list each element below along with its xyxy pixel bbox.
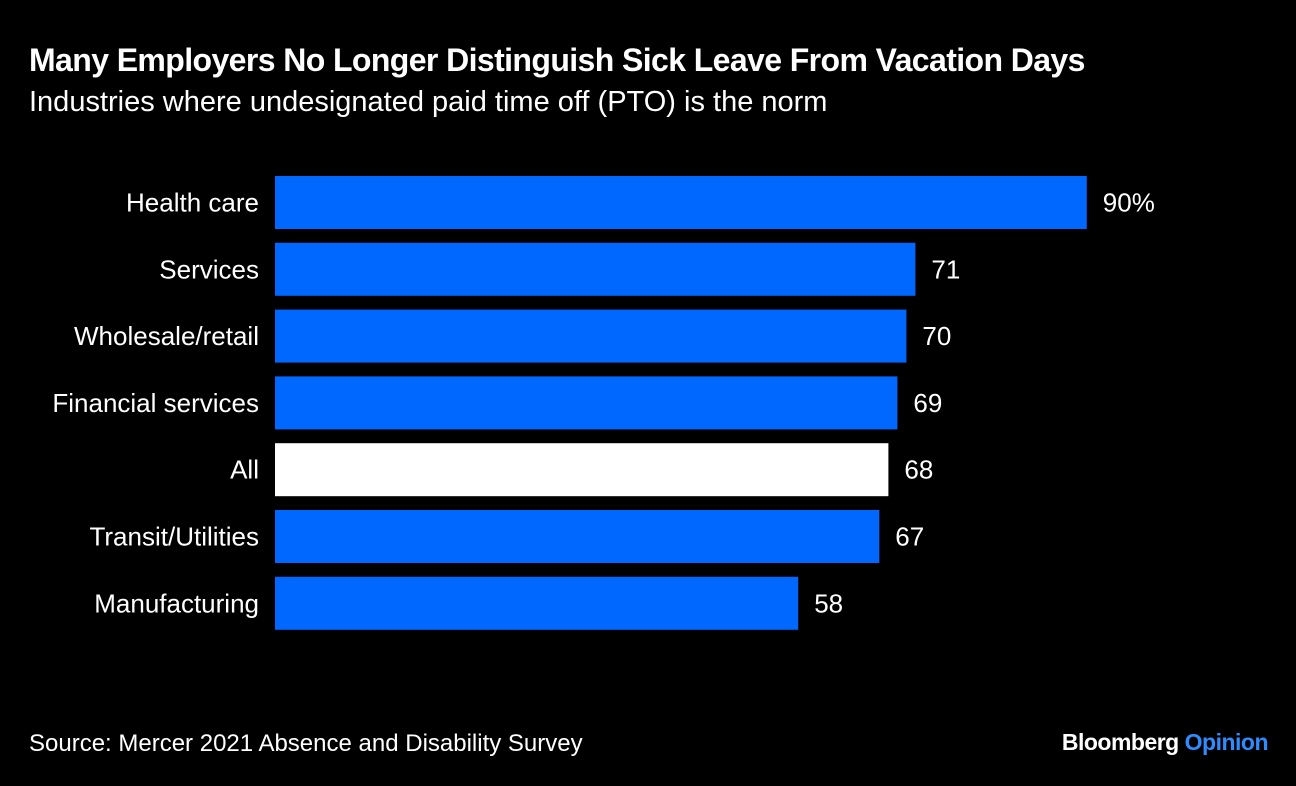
value-label: 71	[931, 254, 960, 284]
bar-transit-utilities	[275, 510, 880, 563]
bar-services	[275, 242, 916, 296]
category-label: Manufacturing	[94, 588, 259, 618]
bar-all	[275, 443, 889, 497]
category-label: Transit/Utilities	[89, 522, 259, 552]
value-label: 68	[904, 455, 933, 485]
value-label: 69	[913, 388, 942, 418]
value-label: 70	[922, 321, 951, 351]
bar-manufacturing	[275, 576, 799, 630]
bar-wholesale-retail	[275, 309, 907, 363]
bar-health-care	[275, 176, 1087, 229]
category-label: Wholesale/retail	[74, 321, 259, 351]
brand-logo: Bloomberg Opinion	[1061, 729, 1269, 756]
value-label: 58	[814, 588, 843, 618]
chart-subtitle: Industries where undesignated paid time …	[29, 86, 828, 118]
value-label: 90%	[1103, 188, 1155, 218]
source-note: Source: Mercer 2021 Absence and Disabili…	[29, 730, 583, 757]
brand-section: Opinion	[1184, 729, 1269, 755]
chart-title: Many Employers No Longer Distinguish Sic…	[29, 42, 1085, 78]
category-label: Health care	[126, 188, 259, 218]
value-label: 67	[895, 522, 924, 552]
bar-financial-services	[275, 376, 898, 430]
brand-name: Bloomberg	[1061, 729, 1179, 755]
category-label: All	[230, 455, 259, 485]
category-label: Services	[159, 254, 259, 284]
category-label: Financial services	[52, 388, 259, 418]
